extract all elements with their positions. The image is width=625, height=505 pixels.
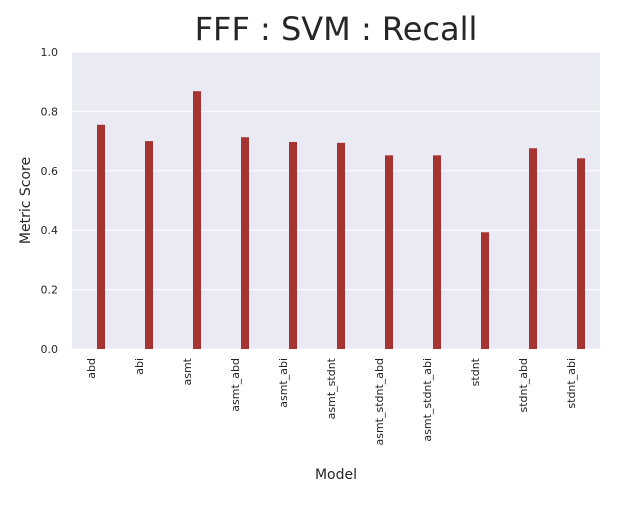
y-tick-label: 0.8 — [41, 105, 59, 118]
grid-lines — [72, 51, 600, 350]
y-tick-label: 0.6 — [41, 165, 59, 178]
y-tick-label: 0.2 — [41, 284, 59, 297]
x-tick-label: asmt_abi — [277, 358, 290, 408]
bar-asmt_abd — [241, 137, 249, 349]
bar-asmt_stdnt_abi — [433, 155, 441, 349]
x-tick-label: abd — [85, 358, 98, 379]
x-tick-label: asmt_stdnt — [325, 357, 338, 419]
x-tick-label: asmt — [181, 357, 194, 385]
bar-abi — [145, 141, 153, 349]
bar-asmt_stdnt — [337, 142, 345, 349]
x-tick-label: abi — [133, 358, 146, 375]
x-tick-label: asmt_stdnt_abi — [421, 358, 434, 442]
bar-asmt_abi — [289, 141, 297, 349]
chart-title: FFF : SVM : Recall — [194, 10, 478, 48]
x-tick-labels: abd abi asmt asmt_abd asmt_abi asmt_stdnt asmt… — [85, 357, 578, 445]
x-tick-label: asmt_abd — [229, 358, 242, 412]
x-axis-label: Model — [315, 467, 357, 483]
y-tick-label: 0.0 — [41, 343, 59, 356]
bars — [97, 91, 585, 349]
y-tick-label: 1.0 — [41, 46, 59, 59]
bar-stdnt_abd — [529, 148, 537, 349]
plot-area — [72, 52, 600, 349]
bar-abd — [97, 124, 105, 349]
x-tick-label: stdnt_abi — [565, 358, 578, 409]
y-tick-labels: 0.0 0.2 0.4 0.6 0.8 1.0 — [41, 46, 59, 356]
x-tick-label: stdnt_abd — [517, 358, 530, 413]
bar-asmt_stdnt_abd — [385, 155, 393, 349]
y-axis-label: Metric Score — [18, 157, 34, 244]
bar-asmt — [193, 91, 201, 349]
y-tick-label: 0.4 — [41, 224, 59, 237]
bar-stdnt_abi — [577, 158, 585, 349]
bar-stdnt — [481, 232, 489, 349]
x-tick-label: asmt_stdnt_abd — [373, 358, 386, 446]
x-tick-label: stdnt — [469, 357, 482, 386]
